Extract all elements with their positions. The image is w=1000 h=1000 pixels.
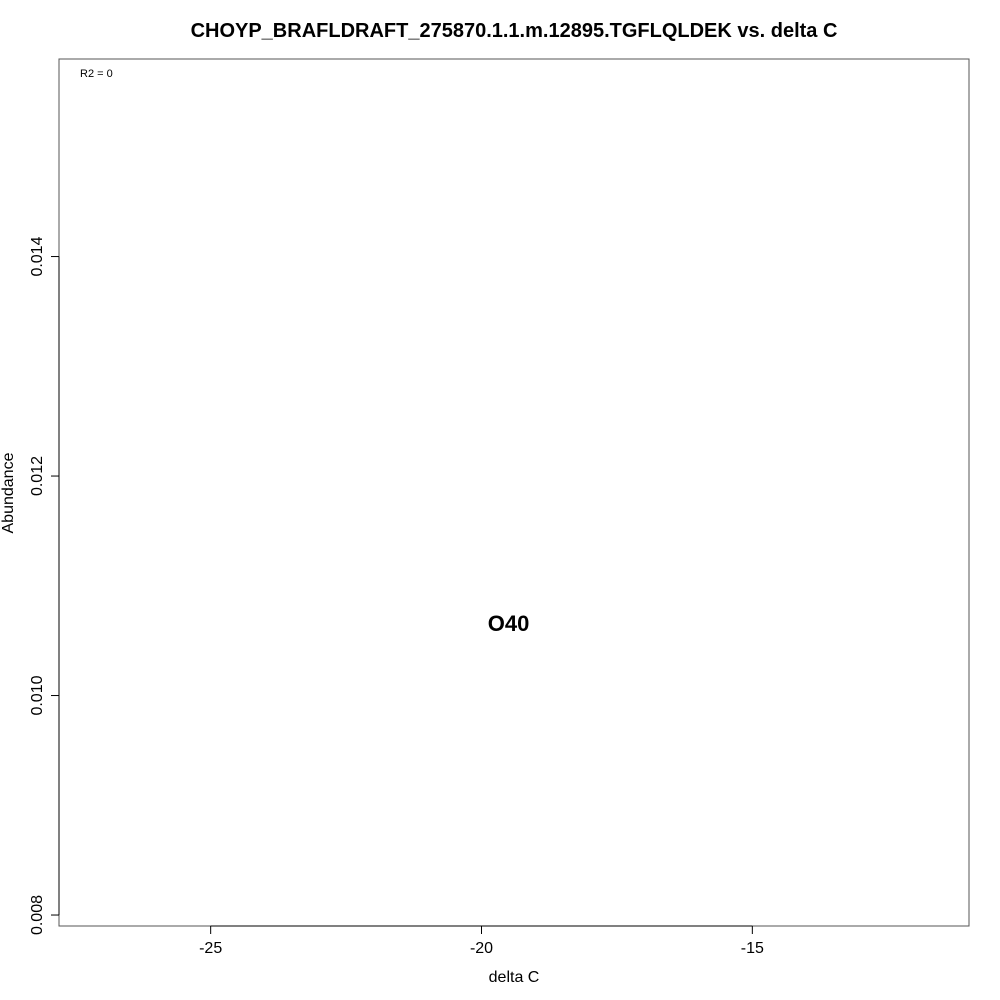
x-axis-label: delta C bbox=[489, 969, 540, 986]
y-tick-label: 0.014 bbox=[29, 236, 46, 276]
y-tick-label: 0.012 bbox=[29, 456, 46, 496]
x-axis: -25 -20 -15 bbox=[199, 925, 764, 957]
y-axis-label: Abundance bbox=[0, 452, 17, 533]
data-points: O40 bbox=[488, 611, 530, 636]
chart-title: CHOYP_BRAFLDRAFT_275870.1.1.m.12895.TGFL… bbox=[191, 20, 838, 42]
x-tick-label: -15 bbox=[741, 940, 764, 957]
data-point-label: O40 bbox=[488, 611, 530, 636]
x-tick-label: -25 bbox=[199, 940, 222, 957]
r2-annotation: R2 = 0 bbox=[80, 68, 113, 80]
y-tick-label: 0.010 bbox=[29, 675, 46, 715]
y-axis: 0.008 0.010 0.012 0.014 bbox=[29, 236, 60, 935]
plot-frame bbox=[58, 58, 970, 927]
y-tick-label: 0.008 bbox=[29, 895, 46, 935]
x-tick-label: -20 bbox=[470, 940, 493, 957]
